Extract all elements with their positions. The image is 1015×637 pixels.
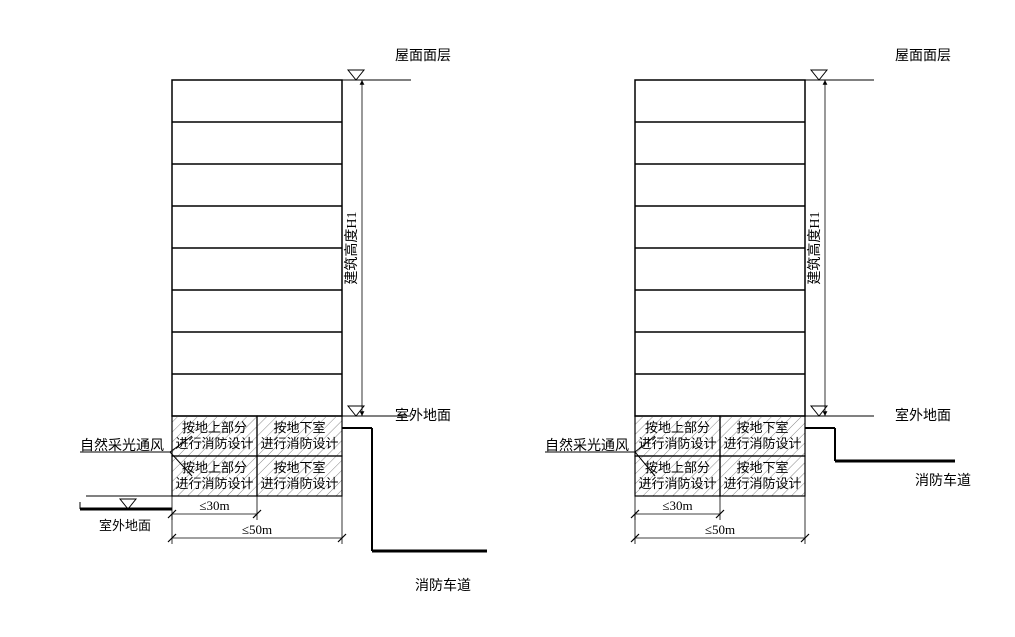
- elevation-marker: [341, 70, 411, 80]
- building-height-label: 建筑高度H1: [806, 211, 823, 284]
- dim50-label: ≤50m: [242, 522, 272, 537]
- cell-below-line2: 进行消防设计: [260, 476, 338, 491]
- dim30-label: ≤30m: [662, 498, 692, 513]
- building-height-label: 建筑高度H1: [343, 211, 360, 284]
- cell-above-line1: 按地上部分: [182, 460, 247, 475]
- outdoor-ground-left-label: 室外地面: [99, 518, 151, 533]
- cell-above-line1: 按地上部分: [645, 460, 710, 475]
- fire-lane-label: 消防车道: [915, 472, 971, 489]
- diagram-canvas: 按地上部分进行消防设计按地下室进行消防设计按地上部分进行消防设计按地下室进行消防…: [0, 0, 1015, 637]
- cell-below-line1: 按地下室: [736, 460, 788, 475]
- roof-label: 屋面面层: [395, 49, 451, 64]
- roof-label: 屋面面层: [895, 49, 951, 64]
- cell-below-line1: 按地下室: [736, 420, 788, 435]
- cell-below-line2: 进行消防设计: [260, 436, 338, 451]
- elevation-marker: [804, 70, 874, 80]
- cell-above-line2: 进行消防设计: [175, 436, 253, 451]
- natural-light-label: 自然采光通风: [545, 437, 629, 454]
- building-left: 按地上部分进行消防设计按地下室进行消防设计按地上部分进行消防设计按地下室进行消防…: [80, 49, 487, 594]
- cell-above-line2: 进行消防设计: [175, 476, 253, 491]
- dim30-label: ≤30m: [199, 498, 229, 513]
- cell-above-line1: 按地上部分: [645, 420, 710, 435]
- cell-below-line1: 按地下室: [273, 460, 325, 475]
- cell-below-line2: 进行消防设计: [723, 436, 801, 451]
- cell-above-line2: 进行消防设计: [638, 436, 716, 451]
- building-right: 按地上部分进行消防设计按地下室进行消防设计按地上部分进行消防设计按地下室进行消防…: [545, 49, 971, 544]
- natural-light-label: 自然采光通风: [80, 437, 164, 454]
- fire-lane-label: 消防车道: [415, 577, 471, 594]
- dim50-label: ≤50m: [705, 522, 735, 537]
- cell-below-line1: 按地下室: [273, 420, 325, 435]
- outdoor-ground-label: 室外地面: [895, 407, 951, 424]
- cell-above-line1: 按地上部分: [182, 420, 247, 435]
- cell-below-line2: 进行消防设计: [723, 476, 801, 491]
- elevation-marker: [804, 406, 874, 416]
- cell-above-line2: 进行消防设计: [638, 476, 716, 491]
